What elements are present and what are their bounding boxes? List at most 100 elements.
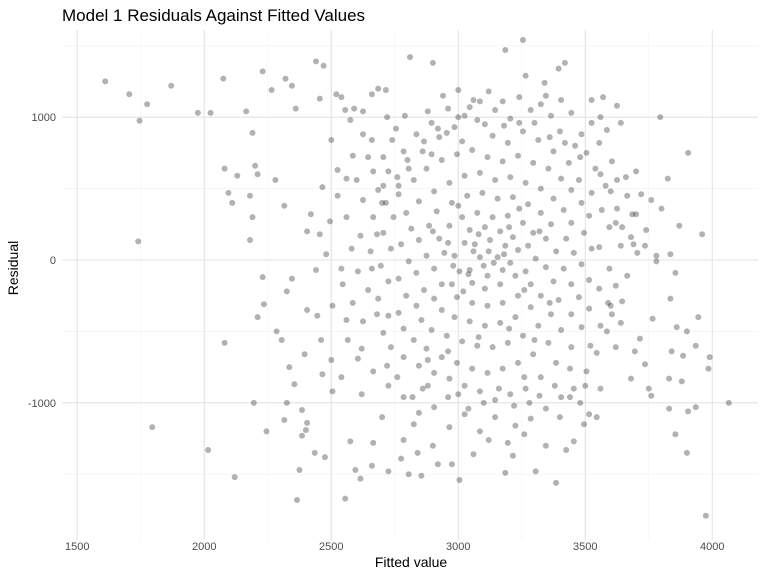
data-point bbox=[572, 142, 579, 149]
data-point bbox=[385, 278, 392, 285]
data-point bbox=[522, 268, 529, 275]
data-point bbox=[328, 357, 335, 363]
data-point bbox=[568, 219, 575, 226]
data-point bbox=[408, 225, 415, 232]
data-point bbox=[614, 205, 620, 212]
data-point bbox=[448, 199, 455, 206]
data-point bbox=[347, 438, 354, 445]
y-tick-label: 0 bbox=[50, 255, 56, 267]
data-point bbox=[593, 349, 600, 356]
data-point bbox=[489, 344, 496, 351]
data-point bbox=[545, 339, 552, 346]
data-point bbox=[556, 414, 563, 421]
data-point bbox=[370, 368, 377, 375]
data-point bbox=[438, 307, 445, 313]
data-point bbox=[685, 149, 692, 156]
data-point bbox=[521, 431, 528, 438]
data-point bbox=[515, 247, 521, 253]
data-point bbox=[499, 299, 506, 306]
data-point bbox=[542, 92, 549, 99]
data-point bbox=[469, 299, 476, 306]
data-point bbox=[497, 228, 504, 235]
data-point bbox=[614, 177, 620, 183]
data-point bbox=[316, 231, 323, 238]
data-point bbox=[570, 249, 577, 256]
y-axis-title: Residual bbox=[5, 241, 21, 295]
data-point bbox=[385, 168, 392, 175]
data-point bbox=[592, 165, 599, 172]
data-point bbox=[577, 154, 584, 161]
data-point bbox=[461, 172, 468, 179]
data-point bbox=[334, 167, 341, 173]
data-point bbox=[521, 287, 528, 293]
data-point bbox=[339, 281, 346, 288]
data-point bbox=[667, 295, 674, 302]
data-point bbox=[481, 322, 488, 329]
data-point bbox=[136, 117, 143, 124]
data-point bbox=[470, 248, 477, 255]
data-point bbox=[617, 242, 624, 249]
data-point bbox=[281, 202, 288, 209]
data-point bbox=[414, 449, 421, 456]
data-point bbox=[586, 212, 593, 219]
data-point bbox=[630, 241, 637, 248]
data-point bbox=[461, 112, 468, 119]
data-point bbox=[507, 391, 514, 398]
data-point bbox=[489, 214, 496, 221]
data-point bbox=[220, 75, 227, 82]
data-point bbox=[667, 251, 674, 258]
data-point bbox=[329, 388, 336, 395]
data-point bbox=[555, 65, 562, 72]
data-point bbox=[304, 228, 311, 235]
data-point bbox=[413, 302, 420, 309]
data-point bbox=[617, 119, 624, 126]
data-point bbox=[288, 275, 295, 282]
data-point bbox=[431, 404, 438, 411]
data-point bbox=[455, 114, 462, 121]
data-point bbox=[578, 199, 585, 206]
data-point bbox=[357, 232, 364, 239]
data-point bbox=[470, 451, 477, 458]
data-point bbox=[436, 235, 443, 242]
data-point bbox=[499, 158, 506, 165]
data-point bbox=[683, 449, 690, 456]
data-point bbox=[480, 399, 487, 406]
data-point bbox=[466, 104, 473, 111]
data-point bbox=[338, 265, 345, 272]
data-point bbox=[485, 248, 492, 255]
data-point bbox=[390, 214, 397, 221]
data-point bbox=[429, 228, 436, 235]
data-point bbox=[436, 134, 443, 141]
data-point bbox=[370, 168, 377, 175]
data-point bbox=[407, 54, 413, 61]
data-point bbox=[395, 191, 402, 198]
data-point bbox=[367, 248, 374, 255]
data-point bbox=[368, 91, 375, 98]
data-point bbox=[394, 374, 401, 381]
data-point bbox=[429, 442, 436, 449]
data-point bbox=[583, 149, 590, 156]
data-point bbox=[522, 72, 529, 79]
data-point bbox=[692, 404, 699, 411]
data-point bbox=[509, 194, 516, 201]
data-point bbox=[476, 169, 483, 176]
data-point bbox=[499, 98, 506, 105]
data-point bbox=[441, 249, 448, 256]
data-point bbox=[628, 375, 634, 382]
data-point bbox=[597, 322, 604, 329]
data-point bbox=[666, 405, 673, 412]
data-point bbox=[225, 189, 232, 196]
data-point bbox=[612, 344, 619, 351]
data-point bbox=[474, 342, 481, 349]
data-point bbox=[624, 192, 631, 199]
data-point bbox=[424, 108, 431, 115]
data-point bbox=[460, 288, 467, 295]
data-point bbox=[282, 75, 289, 82]
data-point bbox=[229, 199, 236, 206]
data-point bbox=[247, 192, 253, 199]
data-point bbox=[428, 151, 435, 158]
data-point bbox=[617, 319, 624, 326]
data-point bbox=[606, 224, 613, 231]
data-point bbox=[273, 328, 280, 335]
data-point bbox=[532, 255, 539, 262]
